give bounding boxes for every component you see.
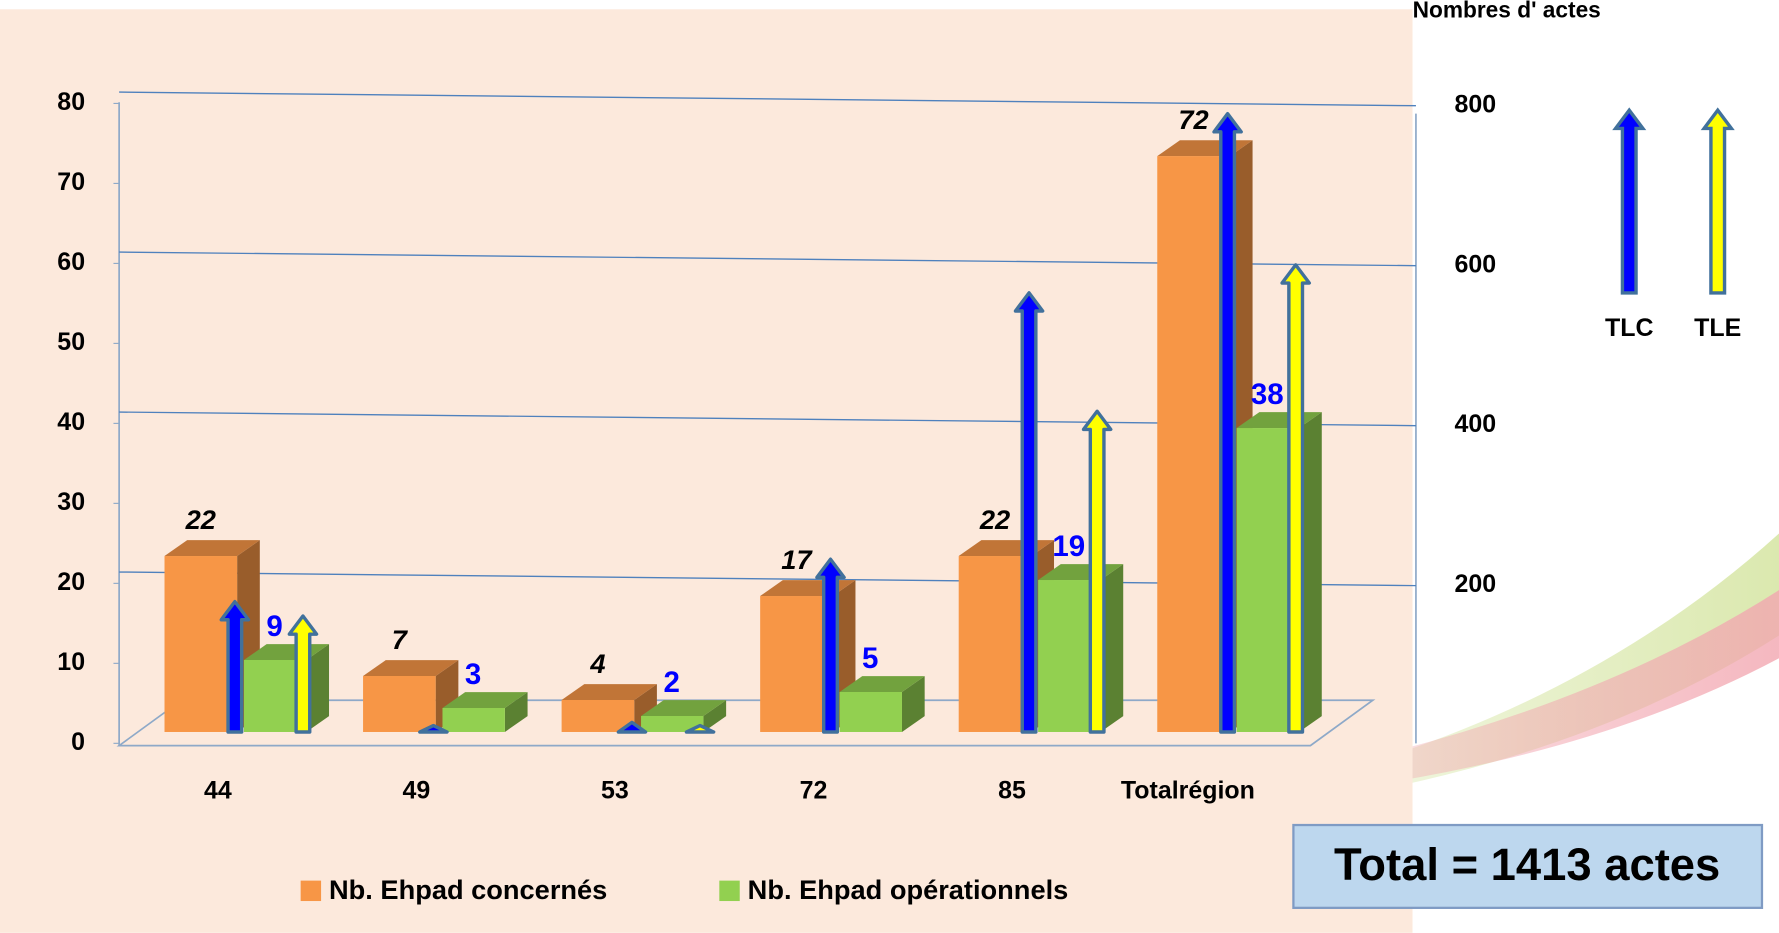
legend-label: Nb. Ehpad opérationnels — [748, 874, 1069, 905]
annotation: Total = 1413 actes — [1334, 839, 1720, 890]
arrow — [418, 723, 449, 734]
bar — [164, 540, 260, 732]
y-tick-label: 80 — [57, 88, 85, 116]
grid-line — [119, 91, 1416, 107]
y-tick-label: 50 — [57, 328, 85, 356]
arrow — [684, 723, 716, 734]
bar-front — [641, 715, 704, 732]
y-tick-label: 30 — [57, 488, 85, 516]
y-tick-label: 20 — [57, 568, 85, 596]
x-tick-label: 85 — [998, 777, 1026, 805]
legend-label: Nb. Ehpad concernés — [329, 874, 607, 905]
y-tick-label: 70 — [57, 168, 85, 196]
bar-top — [164, 540, 260, 557]
bar — [442, 692, 528, 732]
data-label: 7 — [392, 624, 409, 655]
x-tick-label: Totalrégion — [1121, 777, 1255, 805]
data-label: 17 — [781, 544, 813, 575]
floor — [116, 699, 1376, 747]
data-label: 2 — [663, 666, 679, 699]
legend-arrow — [1700, 107, 1735, 295]
bar-side — [504, 692, 528, 732]
bar-front — [363, 675, 436, 732]
y2-tick-label: 200 — [1455, 570, 1497, 598]
arrow — [815, 557, 846, 734]
bar-front — [1157, 156, 1230, 732]
arrow — [1013, 291, 1045, 734]
bar-front — [561, 699, 635, 732]
bar — [641, 700, 727, 732]
data-label: 4 — [589, 648, 605, 679]
y-tick-label: 10 — [57, 648, 85, 676]
x-tick-label: 72 — [800, 777, 828, 805]
bar-top — [561, 684, 657, 700]
bar — [243, 644, 330, 732]
bar-side — [703, 700, 727, 732]
data-label: 3 — [465, 658, 481, 691]
bar-side — [306, 644, 330, 732]
y2-tick-label: 400 — [1455, 410, 1497, 438]
bar-front — [958, 556, 1032, 732]
data-label: 72 — [1178, 104, 1208, 135]
data-label: 9 — [266, 610, 282, 643]
y-tick-label: 60 — [57, 248, 85, 276]
bar — [1236, 412, 1322, 732]
y-tick-label: 40 — [57, 408, 85, 436]
bar-front — [164, 556, 238, 732]
x-tick-label: 49 — [403, 777, 431, 805]
bar-front — [839, 691, 902, 732]
data-label: 22 — [185, 504, 216, 535]
legend-arrow — [1612, 107, 1647, 295]
arrow — [1280, 263, 1311, 734]
bar-top — [442, 692, 528, 708]
bar-front — [442, 707, 505, 732]
y2-axis-title: Nombres d' actes — [1413, 0, 1601, 23]
bar-side — [901, 676, 925, 732]
data-label: 19 — [1052, 530, 1085, 563]
bar-top — [363, 660, 459, 676]
bar-top — [839, 676, 925, 692]
y2-tick-label: 800 — [1455, 90, 1497, 118]
data-label: 38 — [1251, 378, 1284, 411]
data-label: 22 — [979, 504, 1010, 535]
arrow — [616, 720, 648, 734]
bar-top — [641, 700, 727, 716]
bar — [1038, 564, 1124, 732]
arrow — [1081, 409, 1113, 734]
bar-front — [760, 596, 833, 732]
y-tick-label: 0 — [71, 728, 85, 756]
annotation-box — [1292, 823, 1764, 909]
x-tick-label: 53 — [601, 777, 629, 805]
bar — [839, 676, 925, 732]
legend-label: TLE — [1694, 314, 1741, 342]
legend-swatch — [300, 880, 322, 902]
legend-label: TLC — [1605, 314, 1654, 342]
arrow — [219, 599, 251, 734]
arrow — [287, 614, 319, 734]
arrow — [1212, 111, 1243, 734]
bar-side — [1299, 412, 1322, 732]
x-tick-label: 44 — [204, 777, 232, 805]
data-label: 5 — [862, 642, 878, 675]
bar-side — [1100, 564, 1124, 732]
legend-swatch — [719, 880, 740, 902]
y2-tick-label: 600 — [1455, 250, 1497, 278]
